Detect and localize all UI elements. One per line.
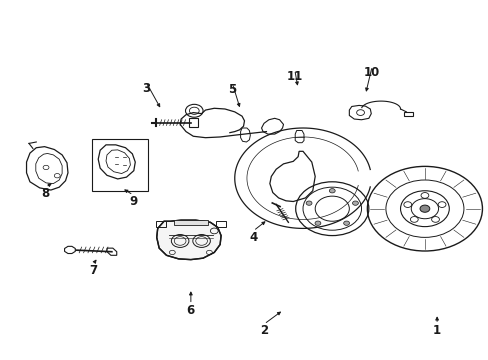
Text: 10: 10 xyxy=(364,66,380,79)
Bar xyxy=(156,221,165,227)
Text: 11: 11 xyxy=(286,69,302,82)
Circle shape xyxy=(352,201,358,205)
Text: 7: 7 xyxy=(89,264,97,277)
Text: 8: 8 xyxy=(41,187,50,200)
Circle shape xyxy=(329,189,334,193)
Polygon shape xyxy=(64,246,75,253)
Circle shape xyxy=(314,221,320,225)
Bar xyxy=(404,112,412,116)
Text: 4: 4 xyxy=(249,231,257,244)
Circle shape xyxy=(419,205,429,212)
Bar xyxy=(216,221,225,227)
Circle shape xyxy=(305,201,311,205)
Text: 1: 1 xyxy=(432,324,440,337)
Text: 9: 9 xyxy=(129,195,137,208)
Circle shape xyxy=(343,221,349,225)
Text: 5: 5 xyxy=(228,83,236,96)
Polygon shape xyxy=(157,220,221,260)
Text: 3: 3 xyxy=(142,82,150,95)
Polygon shape xyxy=(173,220,207,225)
Circle shape xyxy=(400,191,448,226)
Bar xyxy=(188,118,197,127)
Bar xyxy=(92,139,148,191)
Text: 2: 2 xyxy=(260,324,267,337)
Text: 6: 6 xyxy=(186,305,195,318)
